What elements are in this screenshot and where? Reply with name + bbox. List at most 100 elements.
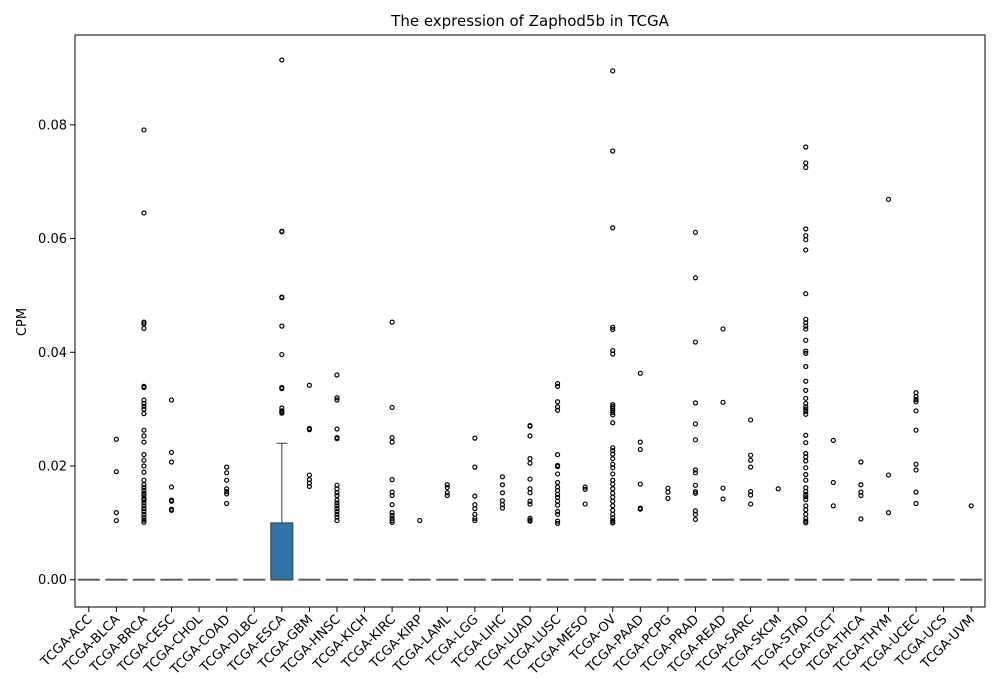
outlier-point [168, 484, 175, 490]
outlier-point [913, 489, 919, 495]
outlier-point [803, 465, 809, 471]
outlier-point [389, 434, 395, 441]
box-group [325, 372, 348, 581]
box-group [298, 382, 321, 581]
outlier-point [141, 403, 147, 409]
outlier-point [279, 410, 285, 416]
outlier-point [885, 510, 892, 516]
outlier-point [692, 400, 699, 406]
outlier-point [527, 476, 533, 482]
outlier-point [610, 517, 616, 524]
outlier-point [334, 497, 340, 503]
outlier-point [610, 445, 616, 451]
outlier-point [141, 319, 147, 325]
outlier-point [610, 351, 616, 357]
outlier-point [692, 490, 699, 496]
outlier-point [610, 503, 616, 509]
outlier-point [885, 472, 892, 478]
outlier-point [554, 471, 561, 477]
outlier-point [527, 433, 533, 439]
outlier-point [748, 501, 754, 507]
outlier-point [334, 490, 340, 496]
outlier-point [803, 496, 809, 503]
outlier-point [803, 247, 809, 253]
outlier-point [141, 457, 147, 463]
outlier-point [141, 463, 147, 469]
outlier-point [224, 488, 230, 495]
outlier-point [279, 386, 285, 392]
outlier-point [141, 508, 147, 515]
outlier-point [472, 515, 478, 521]
outlier-point [444, 490, 450, 496]
outlier-point [527, 501, 533, 507]
outlier-point [803, 406, 809, 412]
outlier-point [141, 517, 147, 523]
outlier-point [665, 495, 671, 501]
outlier-point [444, 492, 450, 499]
outlier-point [224, 470, 230, 476]
outlier-point [554, 479, 561, 486]
outlier-point [527, 455, 533, 462]
outlier-point [141, 469, 147, 475]
outlier-point [472, 435, 478, 441]
outlier-point [334, 506, 340, 512]
y-tick-label: 0.02 [38, 459, 67, 474]
outlier-point [554, 518, 561, 524]
plot-area [77, 57, 983, 581]
outlier-point [141, 477, 147, 483]
outlier-point [692, 516, 699, 523]
y-tick-label: 0.06 [38, 232, 67, 247]
box-group [822, 437, 845, 581]
outlier-point [389, 439, 395, 445]
outlier-point [913, 394, 919, 400]
outlier-point [803, 387, 809, 393]
outlier-point [913, 408, 919, 414]
outlier-point [224, 477, 230, 483]
outlier-point [168, 507, 175, 513]
box-group [546, 380, 569, 581]
outlier-point [720, 496, 726, 502]
outlier-point [306, 483, 312, 490]
outlier-point [803, 520, 809, 526]
outlier-point [913, 500, 919, 507]
box-group [767, 486, 790, 581]
outlier-point [968, 503, 974, 509]
outlier-point [141, 127, 147, 133]
outlier-point [527, 518, 533, 524]
outlier-point [279, 351, 285, 358]
outlier-point [913, 467, 919, 473]
outlier-point [830, 437, 836, 444]
outlier-point [472, 517, 478, 524]
outlier-point [775, 486, 781, 492]
outlier-point [858, 492, 864, 499]
outlier-point [554, 407, 561, 413]
outlier-point [527, 490, 533, 496]
outlier-point [279, 323, 285, 329]
outlier-point [803, 494, 809, 500]
outlier-point [610, 409, 616, 416]
outlier-point [637, 446, 643, 453]
outlier-point [858, 482, 864, 488]
box-group [712, 326, 735, 581]
outlier-point [141, 325, 147, 331]
box-group [684, 229, 707, 581]
outlier-point [803, 337, 809, 343]
outlier-point [803, 144, 809, 150]
outlier-point [554, 520, 561, 527]
outlier-point [610, 455, 616, 462]
outlier-point [913, 427, 919, 433]
outlier-point [499, 490, 506, 496]
outlier-point [913, 399, 919, 405]
outlier-point [527, 515, 533, 521]
outlier-point [527, 423, 533, 429]
outlier-point [141, 514, 147, 520]
outlier-point [141, 427, 147, 433]
outlier-point [224, 486, 230, 492]
outlier-point [141, 500, 147, 506]
outlier-point [720, 485, 726, 491]
outlier-point [610, 225, 616, 231]
outlier-point [637, 439, 643, 445]
outlier-point [554, 380, 561, 387]
outlier-point [913, 396, 919, 403]
outlier-point [389, 517, 395, 524]
